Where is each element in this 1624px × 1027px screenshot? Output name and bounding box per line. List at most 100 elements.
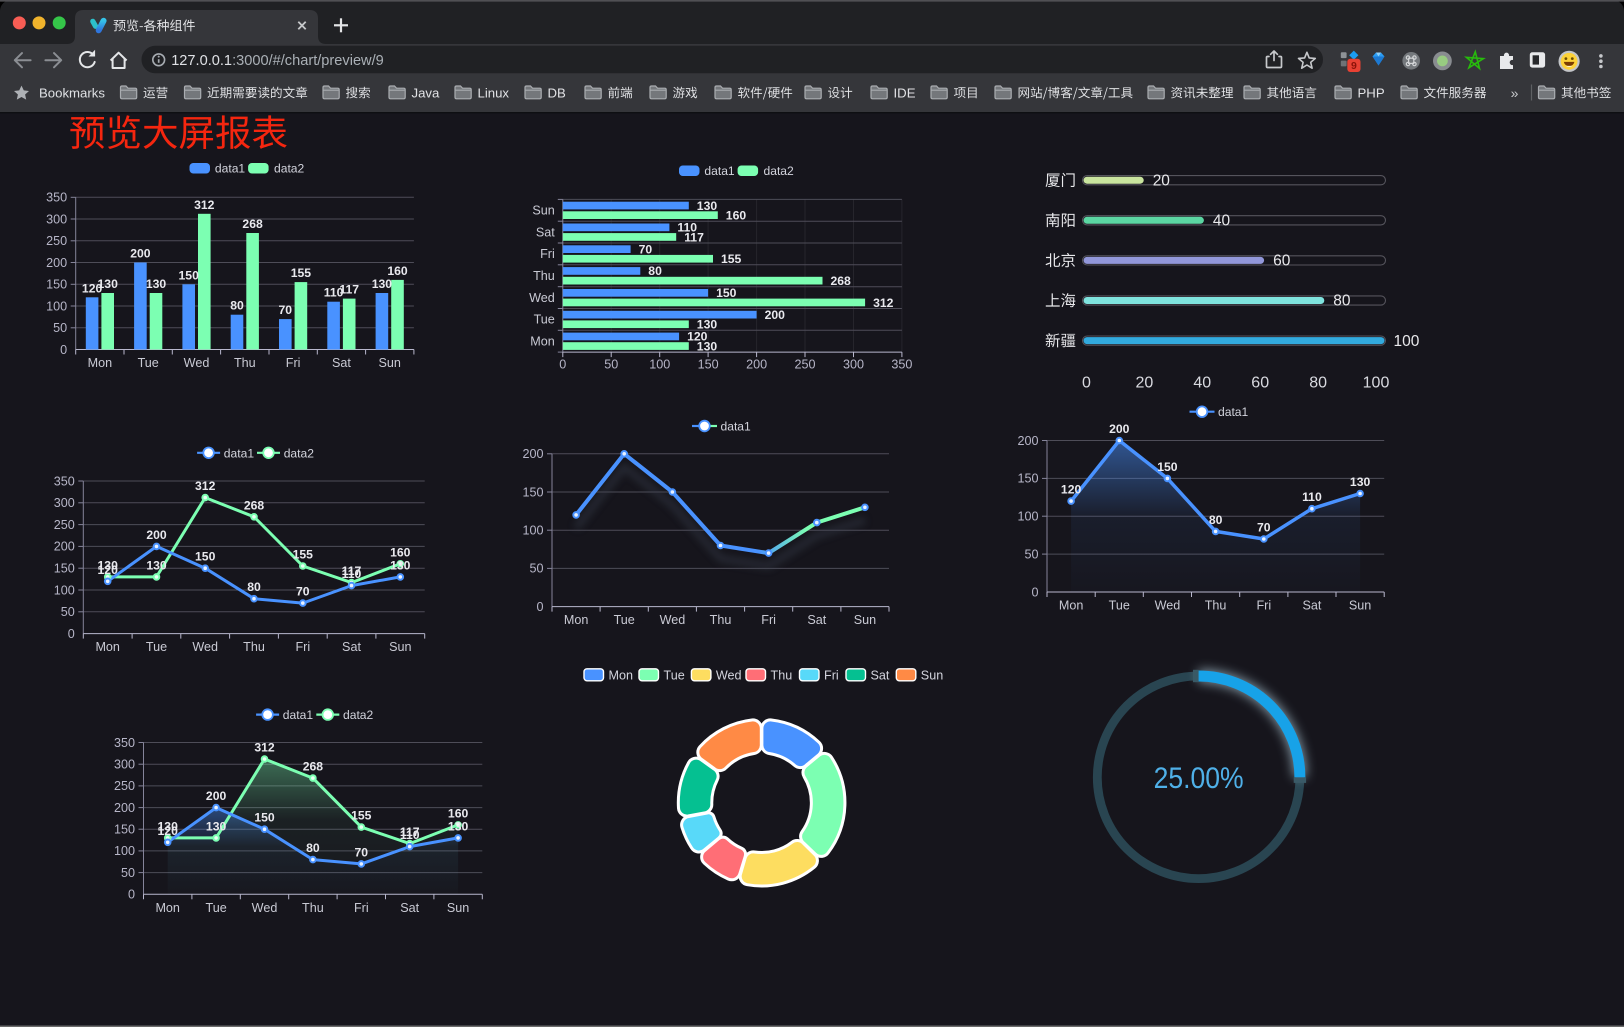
svg-text:Sun: Sun xyxy=(532,204,554,218)
svg-text:data2: data2 xyxy=(284,446,315,460)
svg-text:Tue: Tue xyxy=(614,613,635,627)
svg-text:268: 268 xyxy=(831,274,852,288)
svg-text:Tue: Tue xyxy=(1109,599,1130,613)
svg-text:70: 70 xyxy=(279,303,293,317)
svg-text:50: 50 xyxy=(1024,547,1038,561)
svg-text:Sun: Sun xyxy=(378,356,400,370)
svg-text:130: 130 xyxy=(206,819,227,833)
svg-text:50: 50 xyxy=(53,321,67,335)
svg-text:70: 70 xyxy=(355,845,369,859)
svg-text:150: 150 xyxy=(716,286,737,300)
svg-text:312: 312 xyxy=(254,741,275,755)
svg-text:Mon: Mon xyxy=(530,335,555,349)
svg-text:40: 40 xyxy=(1213,213,1231,230)
svg-text:50: 50 xyxy=(61,605,75,619)
svg-text:data1: data1 xyxy=(1218,405,1249,419)
svg-text:150: 150 xyxy=(114,823,135,837)
svg-text:150: 150 xyxy=(195,550,216,564)
svg-text:150: 150 xyxy=(1157,460,1178,474)
svg-text:120: 120 xyxy=(158,824,179,838)
svg-text:80: 80 xyxy=(1209,513,1223,527)
svg-text:Wed: Wed xyxy=(192,640,218,654)
svg-text:130: 130 xyxy=(448,819,469,833)
svg-text:250: 250 xyxy=(794,358,815,372)
svg-text:250: 250 xyxy=(46,234,67,248)
svg-text:100: 100 xyxy=(522,524,543,538)
svg-text:Sat: Sat xyxy=(536,225,555,239)
svg-text:300: 300 xyxy=(843,358,864,372)
svg-text:117: 117 xyxy=(684,230,704,244)
svg-text:100: 100 xyxy=(46,299,67,313)
svg-text:130: 130 xyxy=(158,819,179,833)
svg-text:0: 0 xyxy=(68,627,75,641)
svg-text:data2: data2 xyxy=(274,162,305,176)
svg-text:100: 100 xyxy=(1363,375,1390,392)
svg-text:160: 160 xyxy=(448,806,469,820)
svg-text:Sun: Sun xyxy=(1349,599,1371,613)
svg-text:Fri: Fri xyxy=(824,669,839,683)
svg-text:110: 110 xyxy=(324,286,344,300)
svg-text:100: 100 xyxy=(649,358,670,372)
svg-text:50: 50 xyxy=(604,358,618,372)
svg-text:Mon: Mon xyxy=(564,613,589,627)
svg-text:300: 300 xyxy=(54,496,75,510)
svg-text:120: 120 xyxy=(687,330,708,344)
svg-text:60: 60 xyxy=(1251,375,1269,392)
svg-text:100: 100 xyxy=(1394,333,1420,350)
svg-text:DB: DB xyxy=(548,86,567,101)
svg-text:Sat: Sat xyxy=(400,901,419,915)
svg-text:Sun: Sun xyxy=(854,613,876,627)
svg-text:Sun: Sun xyxy=(921,669,943,683)
svg-text:0: 0 xyxy=(559,358,566,372)
svg-text:Mon: Mon xyxy=(1059,599,1084,613)
svg-text:130: 130 xyxy=(98,558,119,572)
svg-text:127.0.0.1:3000/#/chart/preview: 127.0.0.1:3000/#/chart/preview/9 xyxy=(171,53,384,69)
svg-text:Thu: Thu xyxy=(302,901,324,915)
svg-text:268: 268 xyxy=(303,760,324,774)
svg-text:300: 300 xyxy=(46,212,67,226)
svg-text:Wed: Wed xyxy=(184,356,210,370)
svg-text:Thu: Thu xyxy=(710,613,732,627)
svg-text:200: 200 xyxy=(746,358,767,372)
svg-text:80: 80 xyxy=(247,580,261,594)
svg-text:0: 0 xyxy=(60,343,67,357)
svg-text:70: 70 xyxy=(639,242,653,256)
svg-text:80: 80 xyxy=(306,841,320,855)
svg-text:130: 130 xyxy=(390,558,411,572)
svg-text:200: 200 xyxy=(146,528,167,542)
svg-text:150: 150 xyxy=(54,562,75,576)
svg-text:0: 0 xyxy=(1082,375,1091,392)
svg-text:Fri: Fri xyxy=(761,613,776,627)
svg-text:data1: data1 xyxy=(721,420,752,434)
svg-text:200: 200 xyxy=(130,247,151,261)
svg-text:130: 130 xyxy=(146,277,167,291)
svg-text:268: 268 xyxy=(242,217,263,231)
svg-text:50: 50 xyxy=(529,562,543,576)
svg-text:data1: data1 xyxy=(224,446,255,460)
svg-text:80: 80 xyxy=(1333,293,1351,310)
svg-text:Tue: Tue xyxy=(138,356,159,370)
svg-text:130: 130 xyxy=(697,339,718,353)
svg-text:0: 0 xyxy=(536,600,543,614)
svg-text:Tue: Tue xyxy=(146,640,167,654)
svg-text:0: 0 xyxy=(128,888,135,902)
svg-text:Tue: Tue xyxy=(534,313,555,327)
svg-text:312: 312 xyxy=(195,479,216,493)
svg-text:Sun: Sun xyxy=(447,901,469,915)
svg-text:155: 155 xyxy=(351,809,372,823)
svg-text:312: 312 xyxy=(194,198,215,212)
svg-text:Mon: Mon xyxy=(609,669,634,683)
svg-text:Wed: Wed xyxy=(716,669,742,683)
svg-text:0: 0 xyxy=(1031,585,1038,599)
svg-text:Linux: Linux xyxy=(478,86,510,101)
svg-text:155: 155 xyxy=(721,252,742,266)
svg-text:160: 160 xyxy=(726,209,747,223)
svg-text:Thu: Thu xyxy=(771,669,793,683)
svg-text:Wed: Wed xyxy=(529,291,555,305)
svg-text:300: 300 xyxy=(114,758,135,772)
svg-text:Fri: Fri xyxy=(540,247,555,261)
svg-text:110: 110 xyxy=(400,828,420,842)
svg-text:25.00%: 25.00% xyxy=(1154,762,1244,795)
svg-text:130: 130 xyxy=(98,277,119,291)
svg-text:60: 60 xyxy=(1273,253,1291,270)
